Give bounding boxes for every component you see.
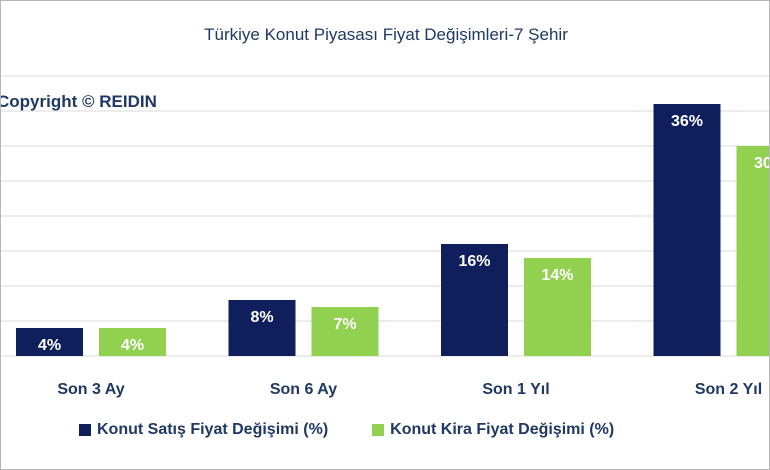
bar [524, 258, 591, 356]
data-label: 4% [121, 337, 144, 354]
data-label: 30% [754, 155, 770, 172]
bar [16, 328, 83, 356]
bars [16, 104, 769, 356]
data-label: 14% [541, 267, 573, 284]
legend-swatch-rent [372, 424, 385, 436]
category-label: Son 1 Yıl [482, 381, 549, 398]
copyright-annotation: Copyright © REIDIN [0, 92, 157, 111]
bar [653, 104, 721, 356]
legend-label-rent: Konut Kira Fiyat Değişimi (%) [390, 421, 615, 438]
data-label: 4% [38, 337, 61, 354]
category-label: Son 6 Ay [270, 381, 337, 398]
bar [736, 146, 769, 356]
legend-swatch-sales [79, 424, 91, 436]
data-label: 36% [671, 113, 703, 130]
data-labels: 4% 4% 8% 7% 16% 14% 36% 30% [38, 113, 770, 354]
bar [228, 300, 296, 356]
gridlines [1, 75, 769, 357]
legend-label-sales: Konut Satış Fiyat Değişimi (%) [97, 421, 329, 438]
bar [99, 328, 166, 356]
bar [311, 307, 379, 356]
legend-item-rent: Konut Kira Fiyat Değişimi (%) [372, 421, 614, 439]
data-label: 7% [333, 316, 356, 333]
category-labels: Son 3 Ay Son 6 Ay Son 1 Yıl Son 2 Yıl [57, 381, 762, 398]
category-label: Son 3 Ay [57, 381, 124, 398]
category-label: Son 2 Yıl [695, 381, 762, 398]
data-label: 16% [458, 253, 490, 270]
bar [441, 244, 508, 356]
data-label: 8% [250, 309, 273, 326]
legend-item-sales: Konut Satış Fiyat Değişimi (%) [79, 421, 328, 439]
legend: Konut Satış Fiyat Değişimi (%) Konut Kir… [79, 421, 658, 439]
chart-title: Türkiye Konut Piyasası Fiyat Değişimleri… [204, 25, 568, 44]
